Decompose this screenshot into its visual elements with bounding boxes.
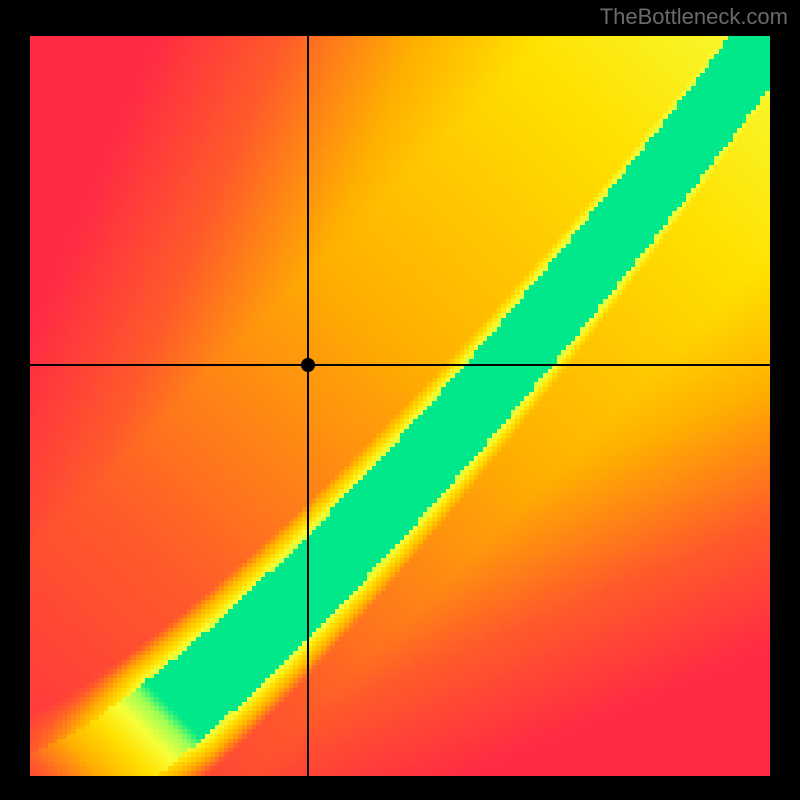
heatmap-area [30, 36, 770, 776]
heatmap-canvas [30, 36, 770, 776]
chart-frame: TheBottleneck.com [0, 0, 800, 800]
crosshair-vertical [307, 36, 309, 776]
crosshair-horizontal [30, 364, 770, 366]
crosshair-marker [301, 358, 315, 372]
watermark-text: TheBottleneck.com [600, 4, 788, 30]
